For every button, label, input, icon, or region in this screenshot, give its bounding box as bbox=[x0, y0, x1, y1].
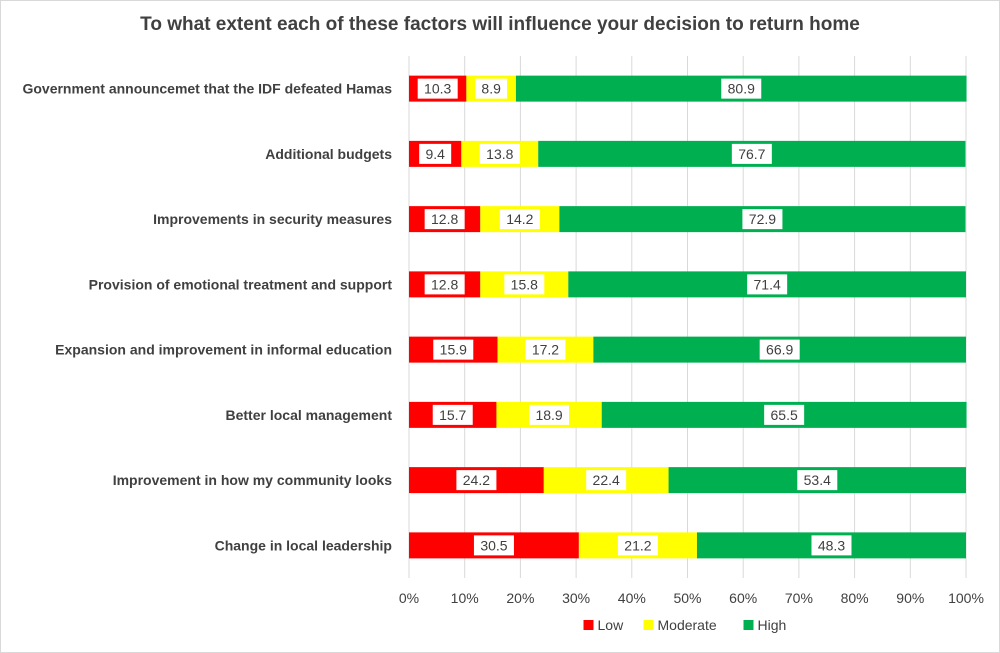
data-label-box bbox=[433, 339, 474, 360]
data-label-box bbox=[747, 274, 788, 295]
data-label-box bbox=[759, 339, 800, 360]
data-label: 12.8 bbox=[431, 211, 458, 227]
data-label: 18.9 bbox=[535, 407, 562, 423]
data-label-box bbox=[797, 470, 838, 491]
legend-label: High bbox=[758, 617, 787, 633]
data-label: 24.2 bbox=[463, 472, 490, 488]
data-label: 71.4 bbox=[754, 276, 781, 292]
data-label: 17.2 bbox=[532, 342, 559, 358]
x-tick-label: 80% bbox=[841, 590, 869, 606]
data-label: 12.8 bbox=[431, 276, 458, 292]
category-label: Additional budgets bbox=[265, 146, 392, 162]
data-label-box bbox=[586, 470, 627, 491]
data-label: 8.9 bbox=[481, 81, 501, 97]
data-label: 66.9 bbox=[766, 342, 793, 358]
data-label-box bbox=[811, 535, 852, 556]
data-label-box bbox=[475, 78, 508, 99]
data-label-box bbox=[617, 535, 658, 556]
data-label-box bbox=[764, 404, 805, 425]
data-label-box bbox=[432, 404, 473, 425]
data-label: 10.3 bbox=[424, 81, 451, 97]
data-label: 72.9 bbox=[749, 211, 776, 227]
data-label: 14.2 bbox=[506, 211, 533, 227]
x-tick-label: 0% bbox=[399, 590, 419, 606]
data-label-box bbox=[417, 78, 458, 99]
x-tick-label: 70% bbox=[785, 590, 813, 606]
category-label: Change in local leadership bbox=[215, 537, 392, 553]
legend-label: Low bbox=[598, 617, 625, 633]
x-tick-label: 50% bbox=[673, 590, 701, 606]
data-label-box bbox=[742, 209, 783, 230]
legend-swatch-low bbox=[583, 620, 594, 630]
data-label-box bbox=[424, 274, 465, 295]
data-label-box bbox=[419, 143, 452, 164]
chart-title: To what extent each of these factors wil… bbox=[140, 14, 860, 35]
category-label: Expansion and improvement in informal ed… bbox=[55, 342, 392, 358]
data-label-box bbox=[424, 209, 465, 230]
x-tick-label: 20% bbox=[506, 590, 534, 606]
data-label-box bbox=[529, 404, 570, 425]
x-tick-label: 60% bbox=[729, 590, 757, 606]
data-label-box bbox=[499, 209, 540, 230]
data-label: 80.9 bbox=[728, 81, 755, 97]
category-label: Improvement in how my community looks bbox=[113, 472, 392, 488]
data-label-box bbox=[525, 339, 566, 360]
data-label: 48.3 bbox=[818, 537, 845, 553]
data-label-box bbox=[473, 535, 514, 556]
data-label-box bbox=[504, 274, 545, 295]
category-label: Better local management bbox=[226, 407, 393, 423]
data-label-box bbox=[721, 78, 762, 99]
category-label: Improvements in security measures bbox=[153, 211, 392, 227]
data-label: 53.4 bbox=[804, 472, 831, 488]
legend-swatch-high bbox=[743, 620, 754, 630]
data-label: 13.8 bbox=[486, 146, 513, 162]
data-label: 76.7 bbox=[738, 146, 765, 162]
category-label: Provision of emotional treatment and sup… bbox=[89, 276, 393, 292]
x-tick-label: 10% bbox=[451, 590, 479, 606]
data-label: 9.4 bbox=[425, 146, 445, 162]
legend-swatch-moderate bbox=[643, 620, 654, 630]
data-label-box bbox=[456, 470, 497, 491]
data-label: 15.8 bbox=[511, 276, 538, 292]
data-label: 22.4 bbox=[593, 472, 620, 488]
data-label: 15.7 bbox=[439, 407, 466, 423]
data-label: 15.9 bbox=[440, 342, 467, 358]
legend-label: Moderate bbox=[658, 617, 717, 633]
data-label-box bbox=[479, 143, 520, 164]
data-label: 65.5 bbox=[771, 407, 798, 423]
category-label: Government announcemet that the IDF defe… bbox=[22, 81, 392, 97]
x-tick-label: 90% bbox=[896, 590, 924, 606]
x-tick-label: 30% bbox=[562, 590, 590, 606]
data-label-box bbox=[731, 143, 772, 164]
data-label: 21.2 bbox=[624, 537, 651, 553]
x-tick-label: 100% bbox=[948, 590, 984, 606]
x-tick-label: 40% bbox=[618, 590, 646, 606]
data-label: 30.5 bbox=[480, 537, 507, 553]
